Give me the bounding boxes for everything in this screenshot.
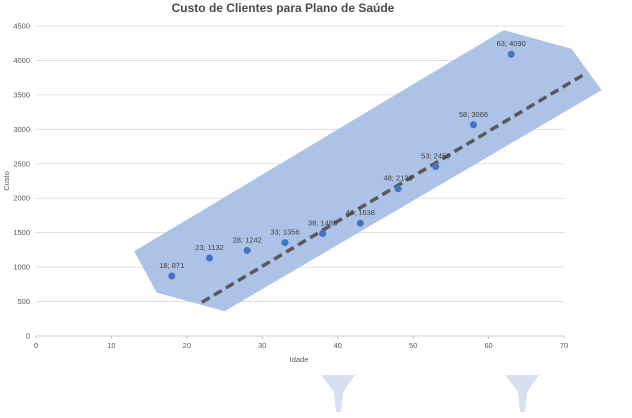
data-point: [168, 272, 176, 280]
down-arrow-shape: [505, 375, 539, 412]
data-label: 38; 1488: [308, 218, 337, 227]
x-tick-label: 0: [34, 341, 38, 350]
trendline-path: [201, 71, 588, 304]
down-arrow-shape: [321, 375, 355, 412]
data-label: 48; 2138: [383, 174, 412, 183]
y-tick-label: 4500: [13, 22, 30, 31]
x-tick-label: 60: [484, 341, 492, 350]
trendline: [201, 71, 588, 304]
y-tick-label: 2000: [13, 194, 30, 203]
x-tick-label: 20: [183, 341, 191, 350]
y-tick-label: 4000: [13, 56, 30, 65]
x-tick-label: 10: [107, 341, 115, 350]
data-label: 18; 871: [159, 261, 184, 270]
data-label: 33; 1356: [270, 228, 299, 237]
data-point: [205, 254, 213, 262]
decorative-arrows: [321, 375, 539, 412]
data-point: [394, 185, 402, 193]
data-label: 53; 2459: [421, 152, 450, 161]
data-point: [319, 229, 327, 237]
y-tick-label: 3500: [13, 90, 30, 99]
y-tick-label: 1000: [13, 263, 30, 272]
chart-title: Custo de Clientes para Plano de Saúde: [172, 1, 395, 15]
data-point: [432, 163, 440, 171]
y-axis-title: Custo: [2, 171, 11, 191]
data-label: 43; 1638: [346, 208, 375, 217]
confidence-band: [134, 30, 602, 312]
data-labels: 18; 871 23; 1132 28; 1242 33; 1356 38; 1488 4…: [159, 39, 526, 270]
data-point: [356, 219, 364, 227]
y-tick-label: 1500: [13, 228, 30, 237]
y-tick-label: 2500: [13, 159, 30, 168]
data-points: [168, 50, 515, 280]
x-tick-label: 40: [334, 341, 342, 350]
y-tick-label: 3000: [13, 125, 30, 134]
data-point: [243, 246, 251, 254]
band-area: [134, 30, 602, 312]
data-label: 23; 1132: [195, 243, 224, 252]
data-label: 63; 4090: [497, 39, 526, 48]
y-tick-label: 500: [17, 297, 30, 306]
data-label: 28; 1242: [233, 235, 262, 244]
data-point: [507, 50, 515, 58]
axes: 0 500 1000 1500 2000 2500 3000 3500 4000 4500 0 10 2…: [13, 22, 568, 351]
x-axis-title: Idade: [290, 355, 309, 364]
data-point: [469, 121, 477, 129]
data-point: [281, 239, 289, 247]
y-tick-label: 0: [26, 332, 30, 341]
x-tick-label: 70: [560, 341, 568, 350]
x-tick-label: 50: [409, 341, 417, 350]
x-tick-label: 30: [258, 341, 266, 350]
data-label: 58; 3066: [459, 110, 488, 119]
